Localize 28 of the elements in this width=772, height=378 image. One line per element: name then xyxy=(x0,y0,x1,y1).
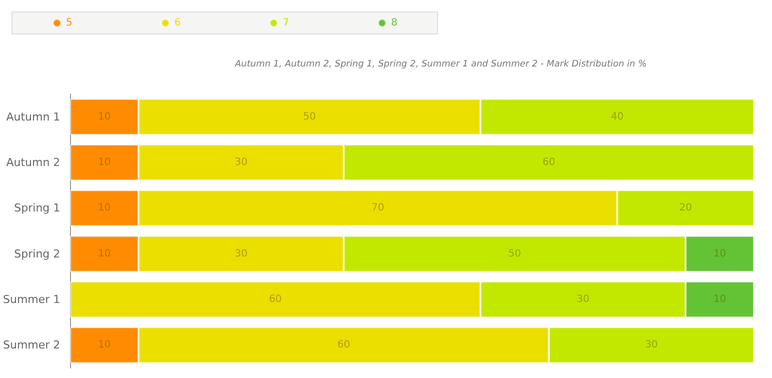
y-tick-label: Summer 1 xyxy=(3,293,60,306)
data-label: 10 xyxy=(98,111,111,122)
data-label: 30 xyxy=(576,294,590,305)
legend-label: 6 xyxy=(174,18,181,28)
data-label: 10 xyxy=(98,340,111,351)
data-label: 50 xyxy=(508,248,522,260)
data-label: 60 xyxy=(268,294,282,305)
data-label: 20 xyxy=(679,202,692,214)
chart-title: Autumn 1, Autumn 2, Spring 1, Spring 2, Summer 1 and Summer 2 - Mark Distribution in % xyxy=(234,60,647,70)
legend-label: 5 xyxy=(66,18,72,28)
legend-label: 8 xyxy=(391,18,398,28)
data-label: 10 xyxy=(98,248,111,260)
y-tick-label: Autumn 1 xyxy=(6,110,60,124)
y-tick-label: Spring 1 xyxy=(14,202,60,215)
data-label: 40 xyxy=(610,111,624,122)
data-label: 10 xyxy=(98,157,111,168)
data-label: 30 xyxy=(234,248,248,260)
legend-label: 7 xyxy=(282,18,290,28)
data-label: 60 xyxy=(337,340,350,351)
data-label: 30 xyxy=(234,157,248,168)
data-label: 30 xyxy=(645,340,658,351)
y-tick-label: Autumn 2 xyxy=(6,156,60,169)
data-label: 60 xyxy=(542,157,556,168)
data-label: 10 xyxy=(98,202,111,214)
y-tick-label: Spring 2 xyxy=(14,247,60,260)
data-label: 50 xyxy=(303,111,316,122)
data-label: 70 xyxy=(372,202,384,214)
y-tick-label: Summer 2 xyxy=(3,338,60,352)
